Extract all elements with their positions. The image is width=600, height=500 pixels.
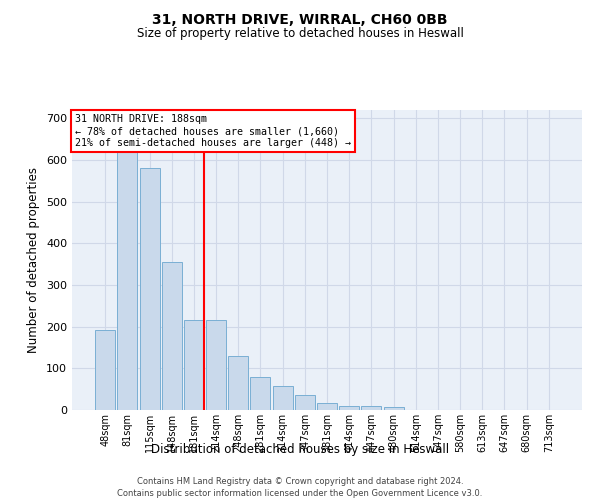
Bar	[184, 320, 204, 410]
Text: Contains HM Land Registry data © Crown copyright and database right 2024.: Contains HM Land Registry data © Crown c…	[137, 478, 463, 486]
Bar	[206, 320, 226, 410]
Bar	[95, 330, 115, 410]
Bar	[228, 356, 248, 410]
Text: Distribution of detached houses by size in Heswall: Distribution of detached houses by size …	[151, 442, 449, 456]
Y-axis label: Number of detached properties: Number of detached properties	[28, 167, 40, 353]
Bar	[250, 376, 271, 410]
Bar	[162, 262, 182, 410]
Bar	[361, 406, 382, 410]
Text: 31, NORTH DRIVE, WIRRAL, CH60 0BB: 31, NORTH DRIVE, WIRRAL, CH60 0BB	[152, 12, 448, 26]
Bar	[295, 396, 315, 410]
Bar	[272, 386, 293, 410]
Text: Size of property relative to detached houses in Heswall: Size of property relative to detached ho…	[137, 28, 463, 40]
Bar	[383, 406, 404, 410]
Bar	[339, 406, 359, 410]
Text: 31 NORTH DRIVE: 188sqm
← 78% of detached houses are smaller (1,660)
21% of semi-: 31 NORTH DRIVE: 188sqm ← 78% of detached…	[74, 114, 350, 148]
Text: Contains public sector information licensed under the Open Government Licence v3: Contains public sector information licen…	[118, 489, 482, 498]
Bar	[317, 404, 337, 410]
Bar	[118, 140, 137, 410]
Bar	[140, 168, 160, 410]
